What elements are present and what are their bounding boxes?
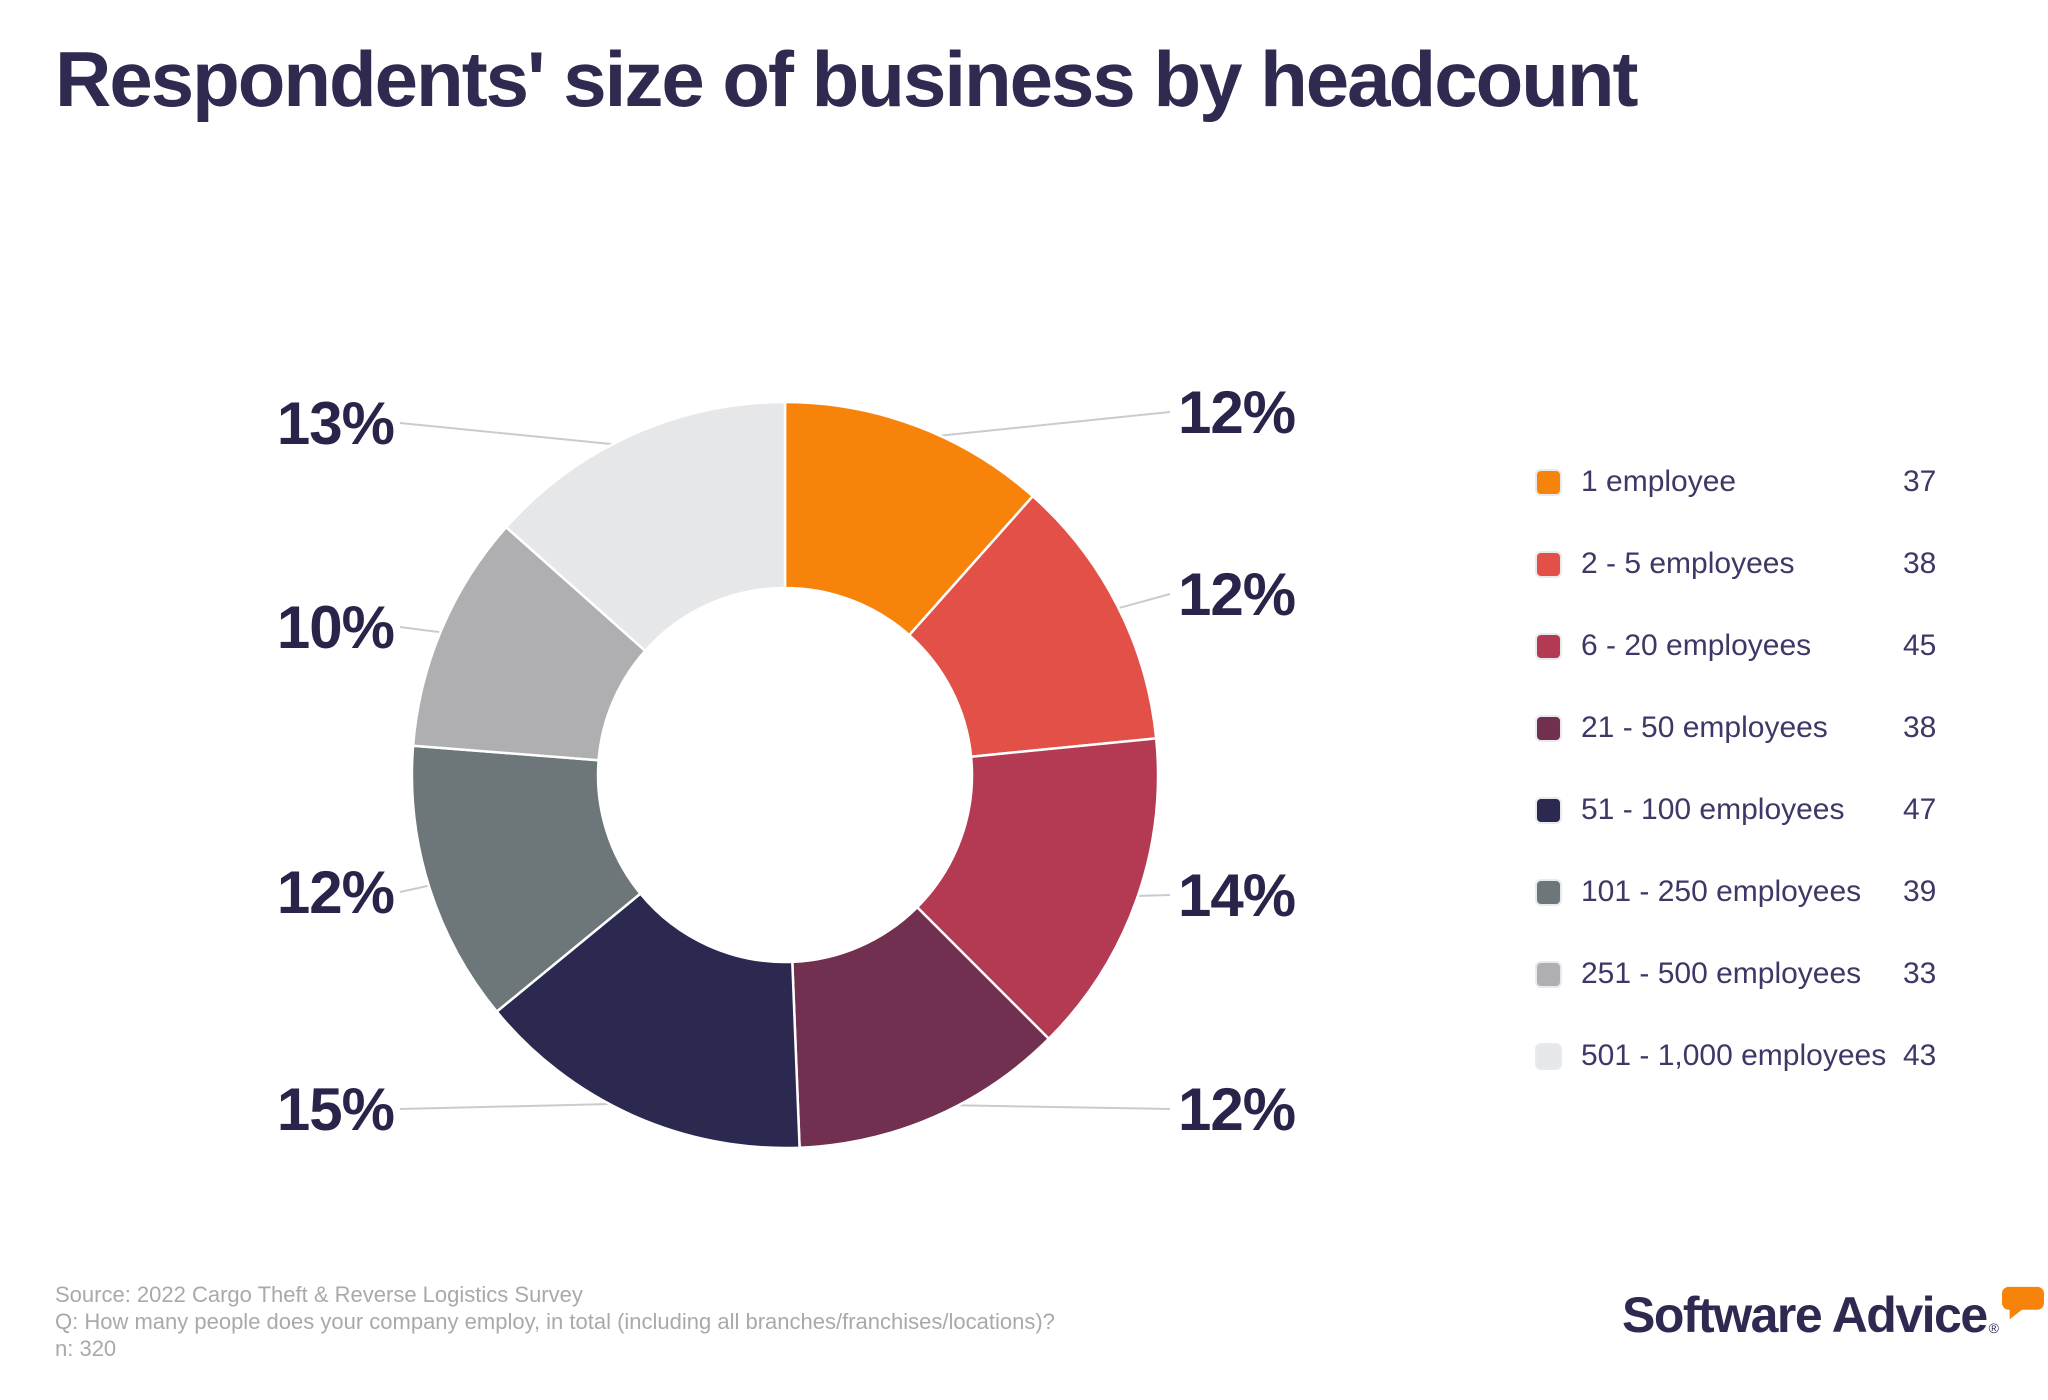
percent-label-0: 12% [1178,379,1295,446]
legend-value: 37 [1903,465,1937,498]
legend-swatch-4 [1535,796,1562,824]
leader-line-0 [912,411,1171,440]
legend-item-3: 21 - 50 employees 38 [1535,687,1975,769]
legend-item-6: 251 - 500 employees 33 [1535,933,1975,1015]
legend-value: 43 [1903,1039,1937,1072]
legend-value: 39 [1903,875,1937,908]
speech-bubble-icon [2002,1286,2044,1327]
question-note: Q: How many people does your company emp… [55,1309,1055,1334]
legend-item-7: 501 - 1,000 employees 43 [1535,1015,1975,1097]
source-note: Source: 2022 Cargo Theft & Reverse Logis… [55,1282,583,1307]
legend-label: 1 employee [1581,465,1737,498]
leader-line-7 [399,422,638,448]
donut-slice-4 [495,892,801,1150]
legend-item-4: 51 - 100 employees 47 [1535,769,1975,851]
logo-wordmark: Software Advice [1622,1287,1988,1343]
legend-value: 47 [1903,793,1937,826]
percent-label-1: 12% [1178,561,1295,628]
footer-notes: Source: 2022 Cargo Theft & Reverse Logis… [55,1281,1055,1362]
sample-size-note: n: 320 [55,1336,117,1361]
donut-slice-6 [411,525,647,762]
donut-slice-3 [791,905,1051,1149]
percent-label-2: 14% [1178,862,1295,929]
legend-value: 45 [1903,629,1937,662]
percent-label-7: 13% [277,390,394,457]
registered-trademark-symbol: ® [1988,1320,1999,1336]
legend-swatch-6 [1535,960,1562,988]
leader-line-4 [399,1102,638,1110]
leader-line-3 [929,1103,1171,1110]
legend-swatch-5 [1535,878,1562,906]
percent-label-4: 15% [277,1076,394,1143]
software-advice-logo: Software Advice ® [1622,1286,2044,1343]
legend-item-1: 2 - 5 employees 38 [1535,523,1975,605]
donut-slice-2 [915,737,1160,1041]
legend-swatch-3 [1535,714,1562,742]
legend-swatch-1 [1535,550,1562,578]
percent-label-3: 12% [1178,1076,1295,1143]
legend-label: 6 - 20 employees [1581,629,1812,662]
legend-label: 101 - 250 employees [1581,875,1862,908]
donut-slice-7 [504,400,787,653]
donut-slice-5 [410,744,642,1013]
legend-label: 21 - 50 employees [1581,711,1828,744]
legend-value: 38 [1903,547,1937,580]
legend-swatch-7 [1535,1042,1562,1070]
legend-item-0: 1 employee 37 [1535,441,1975,523]
legend-label: 251 - 500 employees [1581,957,1862,990]
legend-item-2: 6 - 20 employees 45 [1535,605,1975,687]
chart-title: Respondents' size of business by headcou… [55,35,1638,123]
legend-item-5: 101 - 250 employees 39 [1535,851,1975,933]
donut-slice-1 [907,494,1158,758]
legend-label: 51 - 100 employees [1581,793,1845,826]
percent-label-5: 12% [277,859,394,926]
legend-value: 38 [1903,711,1937,744]
donut-slice-0 [783,400,1035,637]
percent-label-6: 10% [277,594,394,661]
legend-label: 2 - 5 employees [1581,547,1795,580]
legend-swatch-0 [1535,468,1562,496]
chart-legend: 1 employee 37 2 - 5 employees 38 6 - 20 empl… [1535,441,1975,1097]
legend-value: 33 [1903,957,1937,990]
legend-label: 501 - 1,000 employees [1581,1039,1887,1072]
legend-swatch-2 [1535,632,1562,660]
